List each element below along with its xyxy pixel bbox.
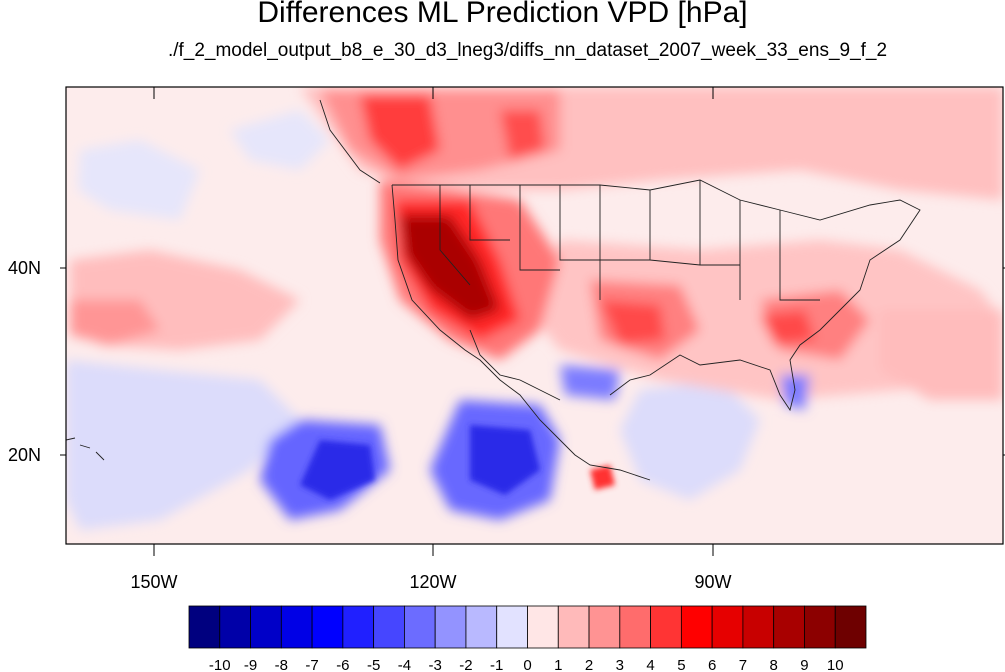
colorbar-label: 3 — [616, 657, 624, 672]
lon-label-90w: 90W — [694, 572, 731, 592]
colorbar-label: -10 — [209, 657, 231, 672]
colorbar-swatch — [834, 605, 867, 649]
colorbar-swatch — [311, 605, 344, 649]
lat-label-40n: 40N — [8, 258, 41, 278]
colorbar-swatch — [373, 605, 405, 649]
lon-label-150w: 150W — [130, 572, 177, 592]
colorbar-swatch — [773, 605, 805, 649]
colorbar-swatch — [711, 605, 744, 649]
map-title: Differences ML Prediction VPD [hPa] — [257, 0, 748, 29]
colorbar-swatch — [557, 605, 590, 649]
colorbar: -10 -9 -8 -7 -6 -5 -4 -3 -2 -1 0 1 2 3 4 5 6 7 8 9 10 — [188, 605, 867, 672]
colorbar-swatch — [434, 605, 467, 649]
colorbar-label: -6 — [336, 657, 349, 672]
colorbar-label: 4 — [646, 657, 654, 672]
coastlines — [66, 99, 921, 481]
lat-label-20n: 20N — [8, 445, 41, 465]
colorbar-label: -8 — [275, 657, 288, 672]
colorbar-label: -2 — [459, 657, 472, 672]
colorbar-swatch — [280, 605, 313, 649]
colorbar-swatch — [680, 605, 713, 649]
colorbar-swatch — [465, 605, 498, 649]
map-subtitle: ./f_2_model_output_b8_e_30_d3_lneg3/diff… — [167, 40, 888, 61]
colorbar-swatch — [342, 605, 375, 649]
colorbar-label: 7 — [739, 657, 747, 672]
colorbar-label: -1 — [490, 657, 503, 672]
colorbar-swatch — [619, 605, 651, 649]
lon-label-120w: 120W — [409, 572, 456, 592]
colorbar-swatch — [188, 605, 221, 649]
colorbar-label: 10 — [827, 657, 844, 672]
colorbar-label: -5 — [367, 657, 380, 672]
colorbar-swatch — [650, 605, 682, 649]
colorbar-label: -7 — [305, 657, 318, 672]
colorbar-label: 9 — [800, 657, 808, 672]
colorbar-label: 0 — [523, 657, 531, 672]
colorbar-swatch — [250, 605, 282, 649]
colorbar-label: 5 — [677, 657, 685, 672]
colorbar-label: 1 — [554, 657, 562, 672]
vpd-difference-field — [66, 87, 1003, 544]
colorbar-swatch — [219, 605, 251, 649]
plot-frame — [65, 86, 1004, 545]
colorbar-label: -4 — [398, 657, 411, 672]
colorbar-label: 2 — [585, 657, 593, 672]
colorbar-label: -9 — [244, 657, 257, 672]
colorbar-swatch — [527, 605, 559, 649]
colorbar-label: 8 — [770, 657, 778, 672]
colorbar-swatch — [588, 605, 621, 649]
colorbar-label: 6 — [708, 657, 716, 672]
colorbar-swatch — [404, 605, 436, 649]
colorbar-swatch — [496, 605, 528, 649]
axis-ticks — [60, 87, 1005, 556]
colorbar-swatch — [804, 605, 836, 649]
colorbar-label: -3 — [429, 657, 442, 672]
colorbar-swatch — [742, 605, 775, 649]
